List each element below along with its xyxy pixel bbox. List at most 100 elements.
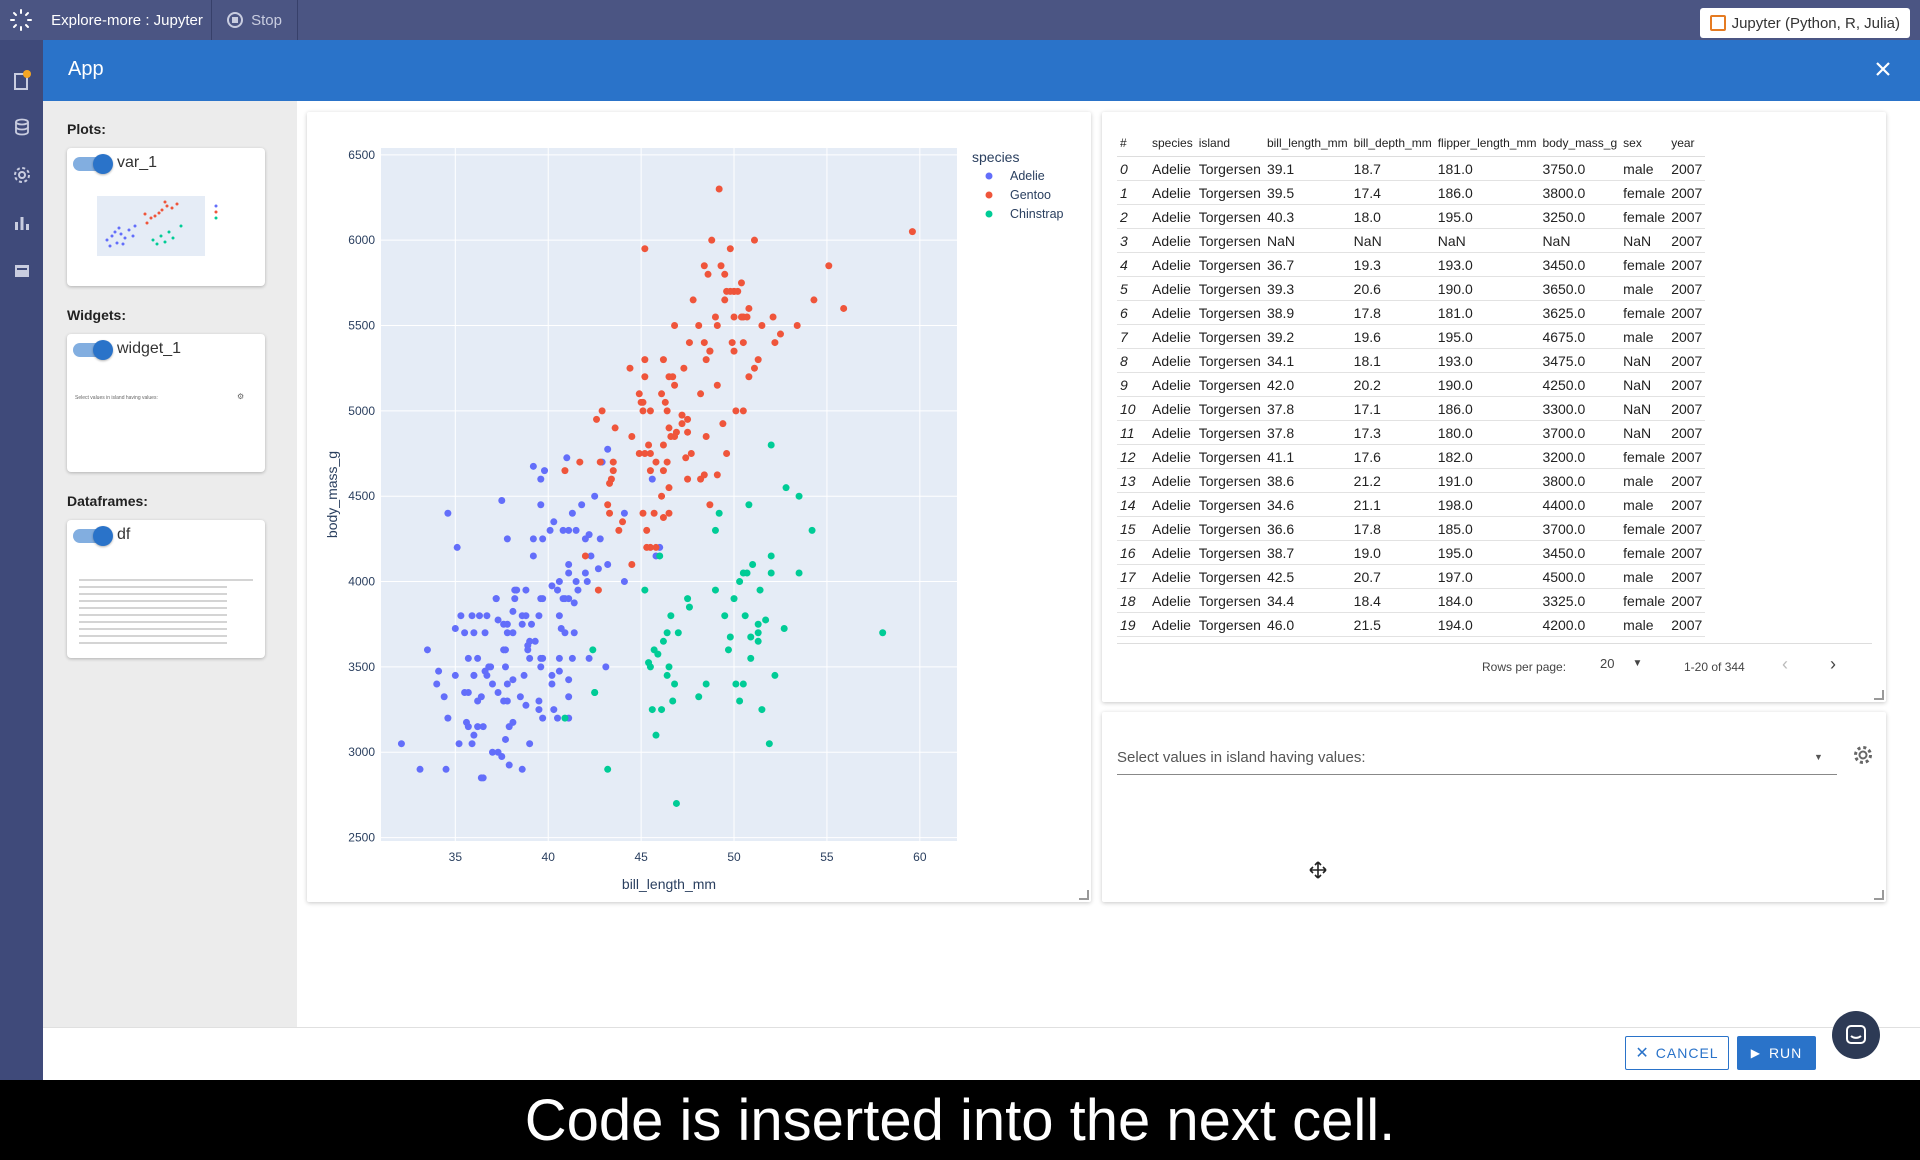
column-header[interactable]: body_mass_g <box>1539 130 1621 157</box>
widget-toggle[interactable] <box>73 340 113 360</box>
table-cell: male <box>1620 612 1669 637</box>
data-point-adelie <box>620 578 628 586</box>
data-point-gentoo <box>704 270 712 278</box>
table-cell: 36.7 <box>1263 252 1351 277</box>
data-point-adelie <box>604 560 612 568</box>
cancel-button[interactable]: ✕ CANCEL <box>1625 1036 1729 1070</box>
data-point-gentoo <box>658 390 666 398</box>
data-point-gentoo <box>635 450 643 458</box>
table-cell: 2007 <box>1668 252 1706 277</box>
table-cell: 17.3 <box>1350 420 1435 445</box>
column-header[interactable]: year <box>1668 130 1706 157</box>
database-icon[interactable] <box>0 107 43 147</box>
plot-card[interactable]: var_1 <box>67 148 265 286</box>
legend-entry: Adelie <box>1010 169 1045 183</box>
resize-handle[interactable] <box>1874 690 1884 700</box>
table-cell: 34.4 <box>1263 588 1351 613</box>
data-point-adelie <box>531 637 539 645</box>
data-point-adelie <box>522 586 530 594</box>
table-cell: Adelie <box>1149 300 1196 325</box>
data-point-chinstrap <box>808 526 816 534</box>
table-cell: Adelie <box>1149 540 1196 565</box>
data-point-chinstrap <box>659 637 667 645</box>
widget-card[interactable]: widget_1 Select values in island having … <box>67 334 265 472</box>
data-point-gentoo <box>576 458 584 466</box>
bar-chart-icon[interactable] <box>0 203 43 243</box>
data-point-adelie <box>594 565 602 573</box>
data-point-adelie <box>559 595 567 603</box>
chat-launcher[interactable] <box>1832 1011 1880 1059</box>
table-cell: 20.6 <box>1350 276 1435 301</box>
app-icon[interactable] <box>0 251 43 291</box>
data-point-gentoo <box>646 450 654 458</box>
column-header[interactable]: bill_length_mm <box>1263 130 1351 157</box>
next-page-icon[interactable]: › <box>1830 654 1836 674</box>
play-icon: ▶ <box>1750 1046 1761 1060</box>
data-point-gentoo <box>606 509 614 517</box>
x-tick-label: 50 <box>727 850 741 864</box>
column-header[interactable]: bill_depth_mm <box>1350 130 1435 157</box>
x-tick-label: 35 <box>449 850 463 864</box>
table-cell: 181.0 <box>1434 156 1540 181</box>
table-cell: 2007 <box>1668 444 1706 469</box>
table-cell: 12 <box>1117 444 1149 469</box>
island-select-input[interactable]: Select values in island having values: <box>1117 749 1366 766</box>
column-header[interactable]: sex <box>1620 130 1669 157</box>
table-cell: Torgersen <box>1195 348 1264 373</box>
table-cell: 21.2 <box>1350 468 1435 493</box>
data-point-chinstrap <box>684 595 692 603</box>
data-point-adelie <box>563 454 571 462</box>
data-point-adelie <box>481 667 489 675</box>
settings-icon[interactable] <box>0 155 43 195</box>
y-tick-label: 2500 <box>348 831 375 845</box>
notebook-tab[interactable]: Explore-more : Jupyter <box>43 0 212 40</box>
data-point-gentoo <box>665 509 673 517</box>
table-row: 18 Adelie Torgersen 34.4 18.4 184.0 3325.0 fema… <box>1117 588 1706 613</box>
column-header[interactable]: # <box>1117 130 1149 157</box>
jupyter-logo-icon[interactable] <box>0 0 42 40</box>
plot-card-label: var_1 <box>117 154 158 171</box>
video-caption: Code is inserted into the next cell. <box>0 1080 1920 1160</box>
widget-thumbnail-gear-icon: ⚙ <box>237 392 245 401</box>
table-cell: Torgersen <box>1195 396 1264 421</box>
data-point-adelie <box>526 654 534 662</box>
gear-icon[interactable] <box>1852 744 1874 771</box>
data-point-gentoo <box>734 287 742 295</box>
data-point-adelie <box>511 595 519 603</box>
table-cell: 190.0 <box>1434 276 1540 301</box>
table-cell: 18.1 <box>1350 348 1435 373</box>
kernel-selector[interactable]: Jupyter (Python, R, Julia) <box>1699 8 1910 38</box>
column-header[interactable]: flipper_length_mm <box>1434 130 1540 157</box>
prev-page-icon[interactable]: ‹ <box>1782 654 1788 674</box>
data-point-chinstrap <box>561 714 569 722</box>
table-header-row: # species island bill_length_mm bill_depth_m… <box>1117 130 1706 157</box>
table-cell: Adelie <box>1149 468 1196 493</box>
run-button[interactable]: ▶ RUN <box>1737 1036 1816 1070</box>
data-point-gentoo <box>639 407 647 415</box>
plot-toggle[interactable] <box>73 154 113 174</box>
y-tick-label: 3000 <box>348 745 375 759</box>
data-point-gentoo <box>750 236 758 244</box>
table-cell: 2 <box>1117 204 1149 229</box>
df-toggle[interactable] <box>73 526 113 546</box>
table-cell: Adelie <box>1149 204 1196 229</box>
table-cell: 10 <box>1117 396 1149 421</box>
close-icon[interactable] <box>1868 54 1898 84</box>
resize-handle[interactable] <box>1874 890 1884 900</box>
scatter-chart[interactable]: 35 40 45 50 55 60 2500 3000 3500 4000 4500 5000 5500… <box>307 112 1091 902</box>
data-point-adelie <box>462 718 470 726</box>
data-point-gentoo <box>663 407 671 415</box>
data-point-adelie <box>505 761 513 769</box>
table-cell: 8 <box>1117 348 1149 373</box>
table-cell: 2007 <box>1668 300 1706 325</box>
df-card[interactable]: df <box>67 520 265 658</box>
notebook-icon[interactable] <box>0 60 43 100</box>
resize-handle[interactable] <box>1079 890 1089 900</box>
rows-per-page-select[interactable]: 20 ▼ <box>1600 656 1642 671</box>
table-row: 1 Adelie Torgersen 39.5 17.4 186.0 3800.0 femal… <box>1117 180 1706 205</box>
column-header[interactable]: island <box>1195 130 1264 157</box>
data-point-gentoo <box>700 471 708 479</box>
stop-button[interactable]: Stop <box>212 0 298 40</box>
chevron-down-icon[interactable]: ▼ <box>1814 752 1823 762</box>
column-header[interactable]: species <box>1149 130 1196 157</box>
